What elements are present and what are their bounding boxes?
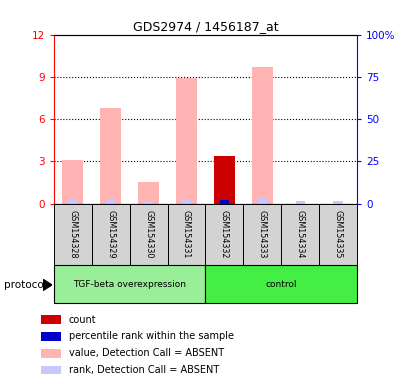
Bar	[243, 204, 281, 265]
Bar	[100, 108, 121, 204]
Bar	[251, 67, 273, 204]
Polygon shape	[43, 279, 52, 291]
Bar	[214, 156, 235, 204]
Bar	[295, 202, 305, 204]
Bar	[220, 200, 229, 204]
Bar	[62, 160, 83, 204]
Bar	[258, 198, 267, 204]
Bar	[41, 315, 61, 324]
Text: protocol: protocol	[4, 280, 47, 290]
Text: GSM154330: GSM154330	[144, 210, 153, 258]
Bar	[319, 204, 357, 265]
Bar	[92, 204, 129, 265]
Bar	[129, 204, 168, 265]
Text: count: count	[69, 314, 96, 324]
Text: percentile rank within the sample: percentile rank within the sample	[69, 331, 234, 341]
Bar	[168, 204, 205, 265]
Text: GSM154329: GSM154329	[106, 210, 115, 258]
Bar	[41, 366, 61, 374]
Bar	[144, 201, 153, 204]
Text: GSM154332: GSM154332	[220, 210, 229, 258]
Bar	[205, 204, 243, 265]
Text: GSM154331: GSM154331	[182, 210, 191, 258]
Text: value, Detection Call = ABSENT: value, Detection Call = ABSENT	[69, 348, 224, 358]
Bar	[106, 199, 115, 204]
Text: TGF-beta overexpression: TGF-beta overexpression	[73, 280, 186, 289]
Bar	[138, 182, 159, 204]
Bar	[205, 265, 357, 303]
Bar	[281, 204, 319, 265]
Bar	[182, 199, 191, 204]
Bar	[41, 332, 61, 341]
Bar	[54, 204, 92, 265]
Text: GSM154334: GSM154334	[295, 210, 305, 258]
Text: GSM154333: GSM154333	[258, 210, 267, 258]
Text: control: control	[266, 280, 297, 289]
Bar	[333, 201, 342, 204]
Text: GSM154328: GSM154328	[68, 210, 77, 258]
Bar	[176, 78, 197, 204]
Bar	[41, 349, 61, 358]
Text: rank, Detection Call = ABSENT: rank, Detection Call = ABSENT	[69, 365, 219, 375]
Title: GDS2974 / 1456187_at: GDS2974 / 1456187_at	[133, 20, 278, 33]
Bar	[54, 265, 205, 303]
Text: GSM154335: GSM154335	[334, 210, 342, 258]
Bar	[68, 200, 78, 204]
